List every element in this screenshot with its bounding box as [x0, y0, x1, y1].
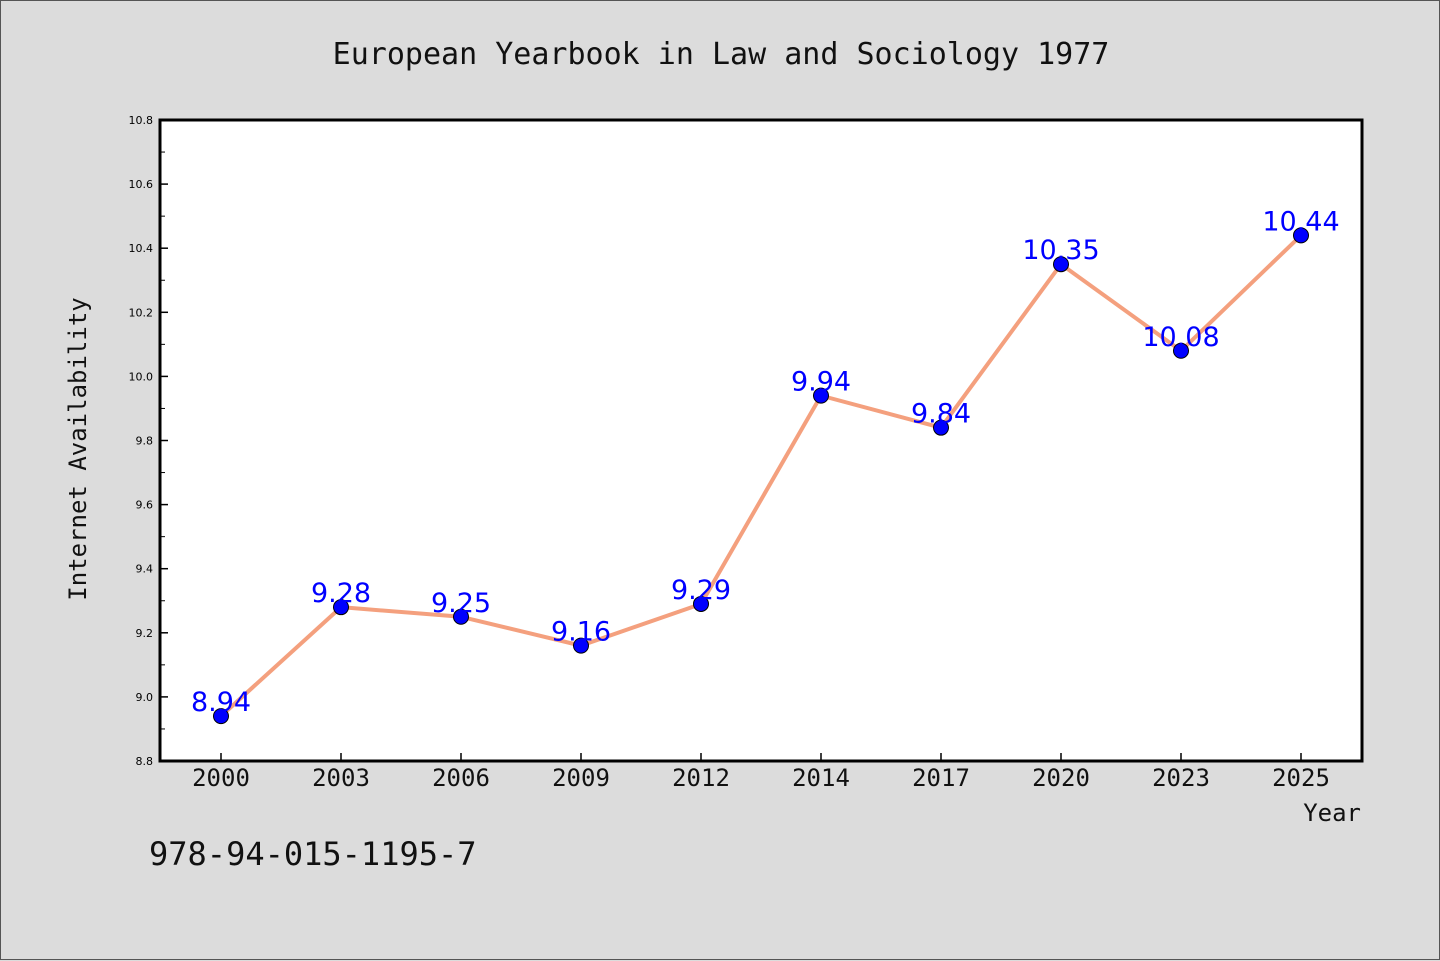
data-point-marker — [333, 599, 349, 616]
plot-area — [158, 118, 1364, 763]
y-tick-label: 8.8 — [136, 755, 154, 768]
x-axis: 2000 2003 2006 2009 2012 2014 2017 2020 2023 2025 — [192, 753, 1330, 792]
x-tick-label: 2009 — [552, 764, 610, 792]
data-point-marker — [213, 708, 229, 725]
x-tick-label: 2000 — [192, 764, 250, 792]
y-tick-label: 9.2 — [136, 627, 154, 640]
data-label: 8.94 — [191, 687, 251, 718]
series-line-group — [213, 227, 1309, 725]
data-label: 10.44 — [1262, 206, 1339, 237]
data-point-marker — [813, 387, 829, 404]
y-tick-label: 10.6 — [129, 178, 154, 191]
isbn-annotation: 978-94-015-1195-7 — [149, 835, 477, 873]
y-tick-label: 9.4 — [136, 563, 154, 576]
chart-title: European Yearbook in Law and Sociology 1… — [333, 37, 1110, 72]
data-label: 9.25 — [431, 588, 491, 619]
data-point-marker — [693, 595, 709, 612]
data-label: 9.28 — [311, 578, 371, 609]
data-point-marker — [573, 637, 589, 654]
data-point-marker — [933, 419, 949, 436]
y-tick-label: 10.4 — [129, 242, 154, 255]
data-point-marker — [1173, 342, 1189, 359]
y-tick-label: 9.0 — [136, 691, 154, 704]
data-label: 10.35 — [1022, 235, 1099, 266]
y-axis-label: Internet Availability — [64, 297, 92, 600]
data-point-marker — [453, 608, 469, 625]
x-tick-label: 2025 — [1272, 764, 1330, 792]
y-tick-label: 10.0 — [129, 370, 154, 383]
y-tick-label: 10.8 — [129, 114, 154, 127]
data-label: 9.84 — [911, 399, 971, 430]
data-label: 9.16 — [551, 617, 611, 648]
x-tick-label: 2023 — [1152, 764, 1210, 792]
y-tick-label: 10.2 — [129, 306, 154, 319]
x-axis-label: Year — [1303, 799, 1361, 827]
x-tick-label: 2017 — [912, 764, 970, 792]
data-label: 9.94 — [791, 367, 851, 398]
data-point-marker — [1053, 256, 1069, 273]
data-point-marker — [1293, 227, 1309, 244]
data-label-group: 8.94 9.28 9.25 9.16 9.29 9.94 9.84 10.35 10.08 10… — [191, 206, 1340, 718]
x-tick-label: 2006 — [432, 764, 490, 792]
x-tick-label: 2020 — [1032, 764, 1090, 792]
y-tick-label: 9.6 — [136, 499, 154, 512]
data-label: 10.08 — [1142, 322, 1219, 353]
data-label: 9.29 — [671, 575, 731, 606]
y-tick-label: 9.8 — [136, 435, 154, 448]
x-tick-label: 2003 — [312, 764, 370, 792]
x-tick-label: 2014 — [792, 764, 850, 792]
series-line — [219, 233, 1303, 718]
x-tick-label: 2012 — [672, 764, 730, 792]
y-axis: 8.8 9.0 9.2 9.4 9.6 9.8 10.0 10.2 10.4 10.6 10.8 — [129, 114, 168, 768]
